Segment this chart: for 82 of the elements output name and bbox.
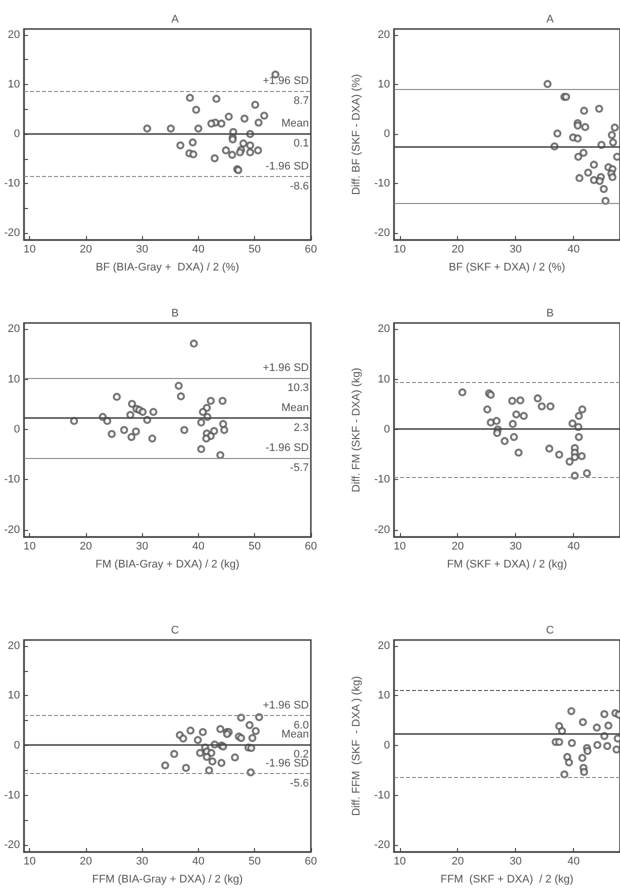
x-axis-title: BF (SKF + DXA) / 2 (%) [448,262,566,274]
x-tick-label: 20 [452,540,464,552]
chart-title: A [171,14,180,26]
ref-line-label: +1.96 SD 8.7 [262,74,309,107]
x-tick-label: 30 [136,856,148,868]
x-tick-label: 10 [24,856,36,868]
y-tick-label: 0 [14,740,20,752]
y-tick-label: -20 [4,227,20,240]
x-axis-title: BF (BIA-Gray + DXA) / 2 (%) [96,262,240,274]
y-tick-label: -20 [374,227,390,240]
x-tick-label: 40 [568,540,580,552]
ref-line-label: -1.96 SD -5.7 [265,442,309,474]
y-tick-label: 10 [8,78,20,90]
x-tick-label: 60 [304,856,318,868]
x-tick-label: 60 [304,244,318,256]
x-tick-label: 30 [136,540,148,552]
x-tick-label: 20 [80,856,92,868]
x-tick-label: 40 [568,244,580,256]
x-tick-label: 10 [394,540,406,552]
y-tick-label: 10 [378,373,390,386]
x-axis-title: FFM (BIA-Gray + DXA) / 2 (kg) [92,874,243,886]
ref-line-label: Mean 2.3 [281,402,309,434]
y-tick-label: -10 [4,474,20,486]
y-tick-label: -10 [4,789,20,802]
chart-title: C [171,624,180,636]
x-tick-label: 40 [568,856,580,868]
y-tick-label: 20 [8,323,20,336]
y-tick-label: 0 [14,128,20,140]
x-tick-label: 20 [80,244,92,256]
x-tick-label: 10 [394,244,406,256]
y-tick-label: -10 [374,474,390,486]
x-axis-title: FM (BIA-Gray + DXA) / 2 (kg) [95,558,240,570]
y-tick-label: -10 [374,178,390,190]
x-tick-label: 20 [452,244,464,256]
x-tick-label: 20 [452,856,464,868]
x-tick-label: 10 [24,540,36,552]
y-tick-label: -10 [4,178,20,190]
chart-title: B [546,308,554,320]
y-tick-label: 20 [8,640,20,652]
y-tick-label: 10 [8,373,20,386]
y-tick-label: 0 [14,424,20,436]
y-tick-label: -20 [374,524,390,536]
x-tick-label: 10 [24,244,36,256]
x-tick-label: 60 [304,540,318,552]
y-tick-label: 20 [378,28,390,41]
y-tick-label: 10 [378,690,390,702]
y-tick-label: -20 [374,839,390,852]
ref-line-label: -1.96 SD -5.6 [265,757,309,790]
x-tick-label: 40 [192,244,205,256]
x-axis-title: FM (SKF + DXA) / 2 (kg) [446,558,568,570]
x-tick-label: 10 [394,856,406,868]
ref-line-label: +1.96 SD 10.3 [262,362,309,394]
x-tick-label: 40 [192,540,205,552]
chart-title: B [171,308,179,320]
x-tick-label: 20 [80,540,92,552]
x-tick-label: 30 [510,540,522,552]
ref-line-label: -1.96 SD -8.6 [265,160,309,193]
y-axis-title: Diff. FFM (SKF - DXA ) (kg) [350,676,362,816]
x-tick-label: 50 [248,856,261,868]
y-tick-label: -10 [374,789,390,802]
y-tick-label: 20 [8,28,20,41]
y-tick-label: 0 [384,424,390,436]
x-tick-label: 30 [510,244,522,256]
y-axis-title: Diff. FM (SKF - DXA) (kg) [350,368,362,492]
y-tick-label: 10 [378,78,390,90]
y-tick-label: -20 [4,524,20,536]
chart-title: A [546,14,554,26]
x-tick-label: 50 [248,540,261,552]
y-tick-label: 20 [378,323,390,336]
y-tick-label: 0 [384,128,390,140]
y-axis-title: Diff. BF (SKF - DXA) (%) [350,74,362,195]
x-tick-label: 30 [136,244,148,256]
y-tick-label: -20 [4,839,20,852]
y-tick-label: 0 [384,740,390,752]
y-tick-label: 10 [8,690,20,702]
x-axis-title: FFM (SKF + DXA) / 2 (kg) [440,874,574,886]
ref-line-label: Mean 0.1 [281,118,309,150]
x-tick-label: 30 [510,856,522,868]
x-tick-label: 50 [248,244,261,256]
chart-title: C [546,624,554,636]
x-tick-label: 40 [192,856,205,868]
y-tick-label: 20 [378,640,390,652]
